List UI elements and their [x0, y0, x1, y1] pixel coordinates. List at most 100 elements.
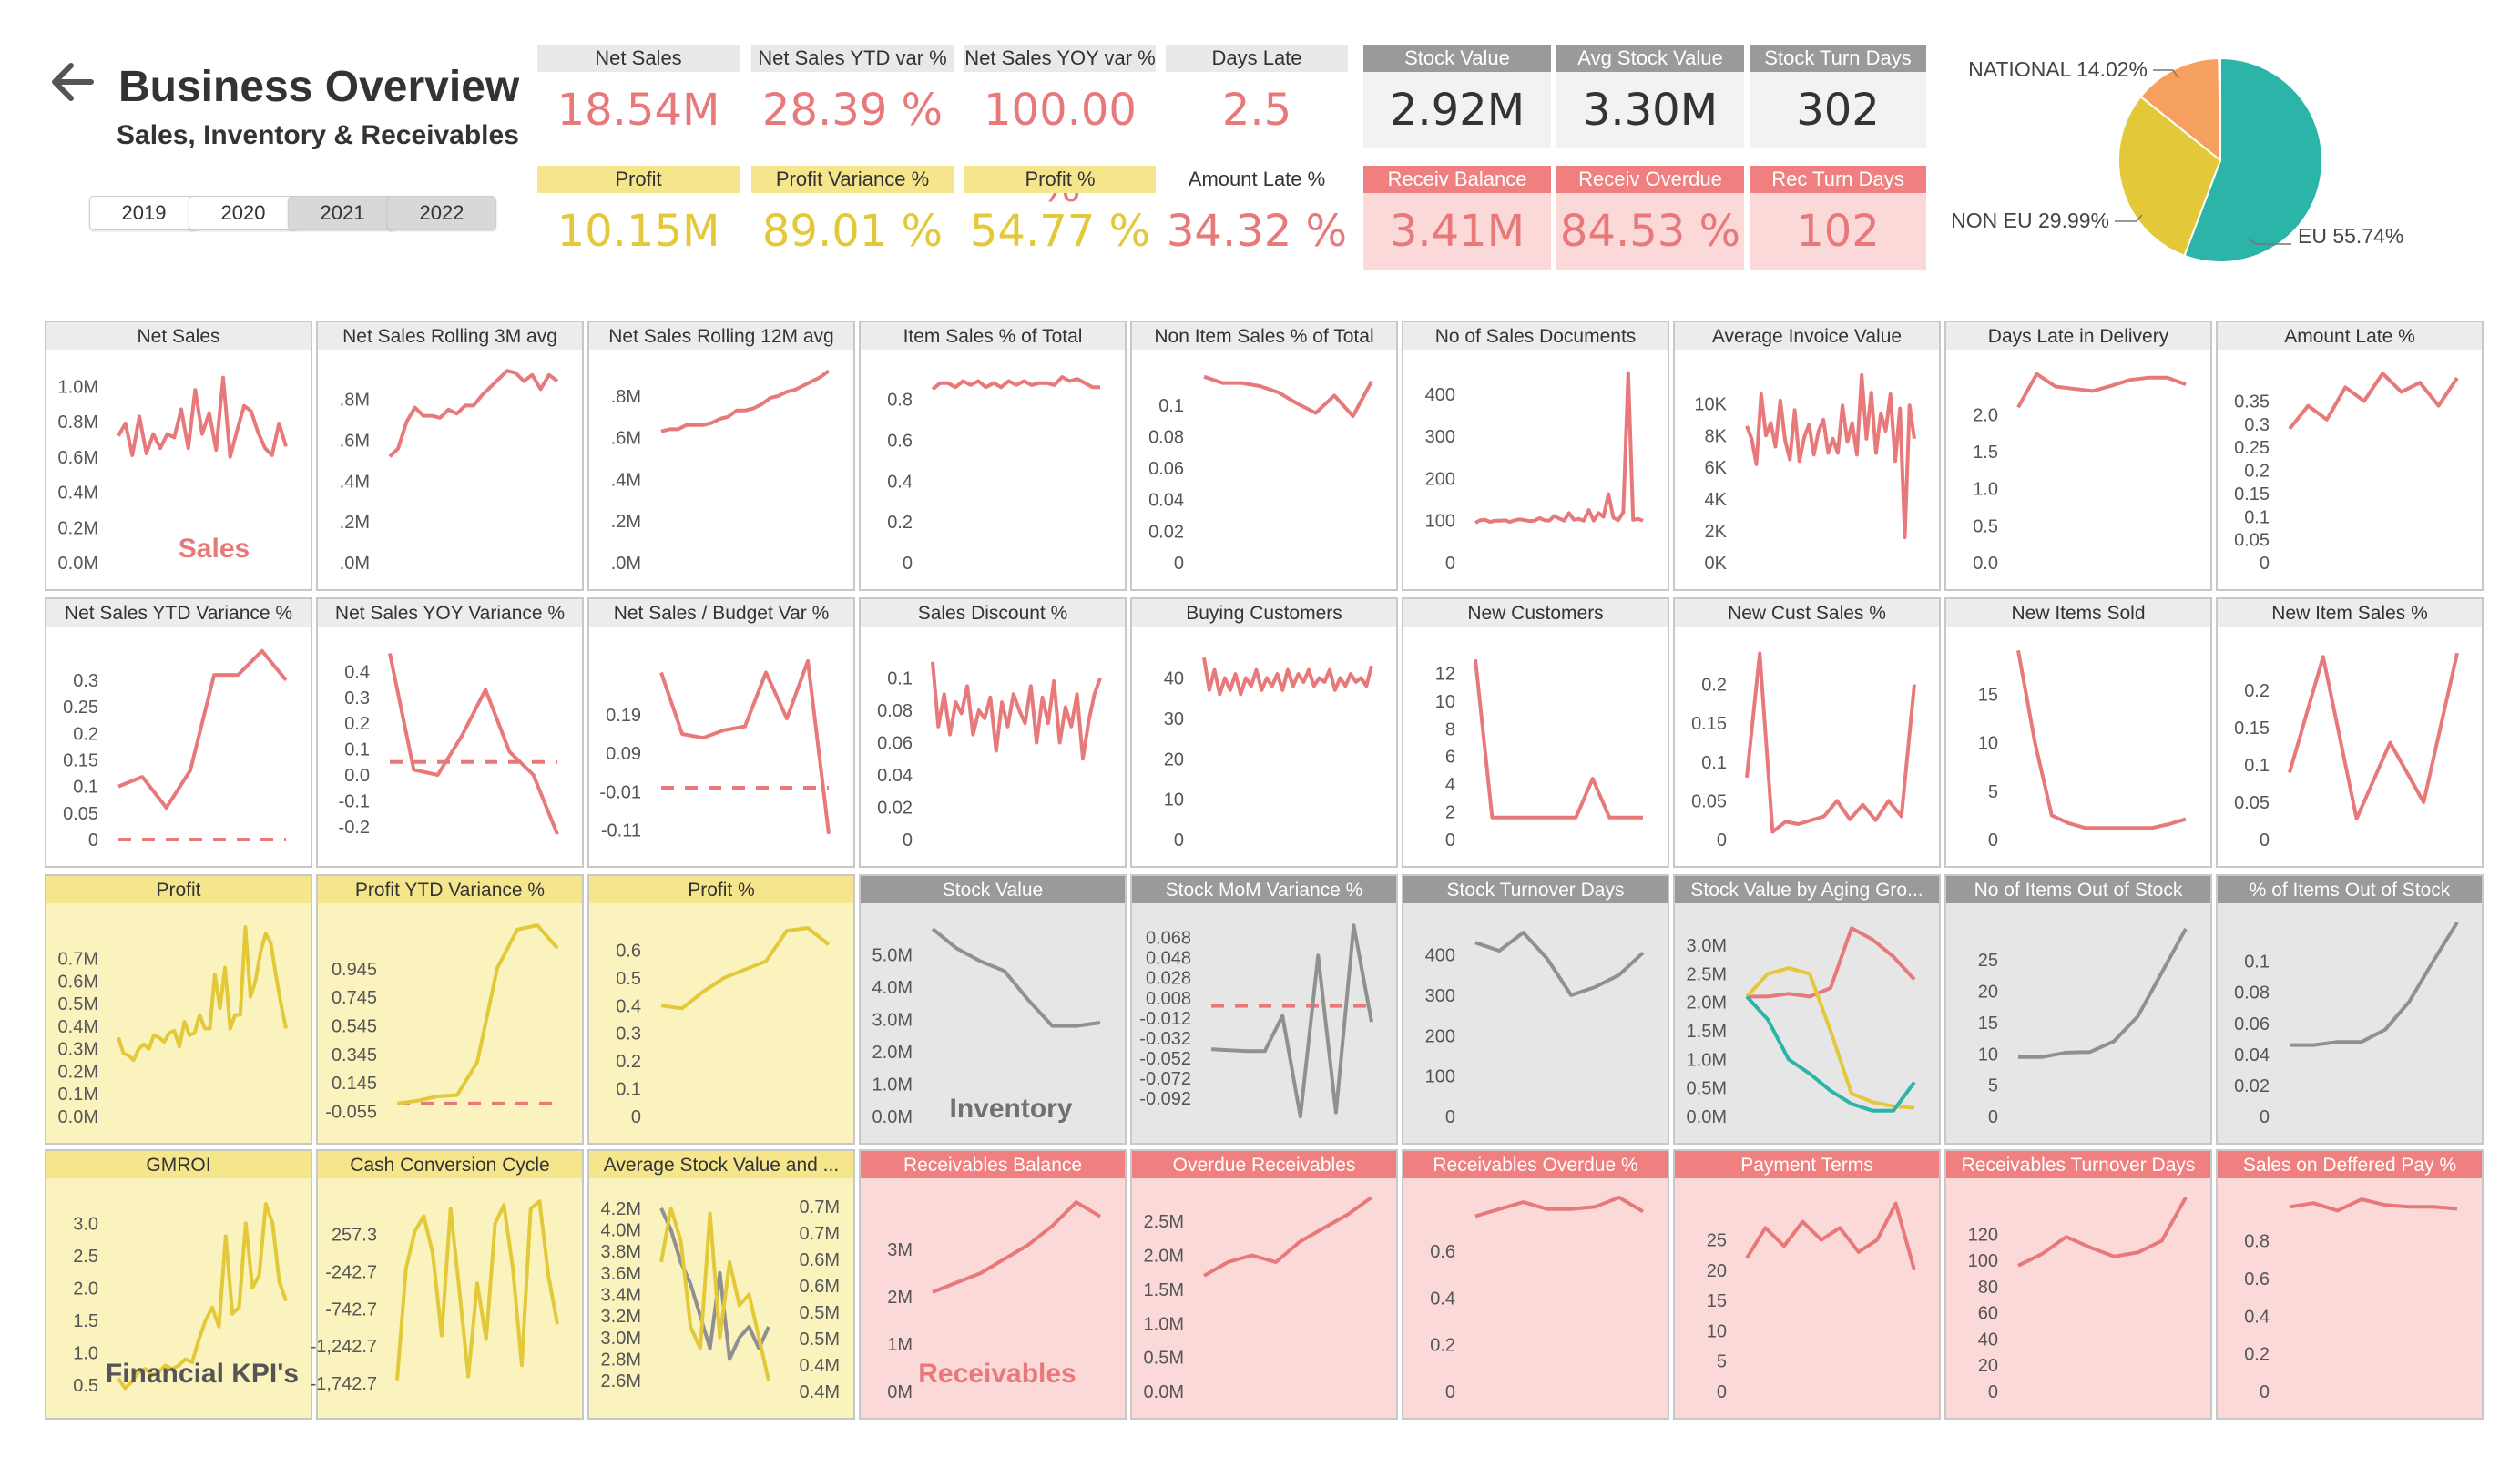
y-tick-label: 0.05: [1691, 791, 1727, 811]
y-tick-label: 0M: [887, 1382, 913, 1402]
series-line: [388, 653, 559, 836]
y-tick-label: 20: [1978, 983, 1998, 1003]
y-tick-label: 400: [1425, 946, 1455, 966]
chart-title: % of Items Out of Stock: [2250, 880, 2451, 901]
y-tick-label: 0.2M: [58, 518, 98, 538]
section-label-financial: Financial KPI's: [106, 1359, 299, 1389]
chart-panel: Net Sales Rolling 3M avg .8M .6M .4M .2M .0M: [316, 321, 584, 591]
chart-panel: Days Late in Delivery 2.0 1.5 1.0 0.5 0.0: [1944, 321, 2212, 591]
series-line: [1474, 658, 1643, 820]
y-tick-label: 0.0M: [1144, 1382, 1184, 1402]
y-tick-label: 0.6: [887, 431, 913, 451]
series-line: [2289, 1197, 2458, 1213]
y-tick-label: .4M: [340, 472, 370, 492]
chart-panel: No of Items Out of Stock 25 20 15 10 5 0: [1944, 874, 2212, 1145]
y-tick-label: 0.0: [344, 766, 370, 786]
y-tick-label: -0.2: [339, 818, 370, 838]
y-tick-label: 0.08: [877, 701, 913, 721]
year-button-2020[interactable]: 2020: [189, 196, 298, 230]
kpi-card: Net Sales YTD var % 28.39 %: [751, 45, 954, 148]
y-tick-label: 3.0M: [872, 1011, 913, 1031]
chart-title: New Item Sales %: [2271, 603, 2428, 624]
y-tick-label: 12: [1435, 664, 1455, 684]
y-tick-label: 5.0M: [872, 946, 913, 966]
chart-header: [46, 599, 311, 627]
chart-panel: New Item Sales % 0.2 0.15 0.1 0.05 0: [2216, 597, 2484, 868]
chart-frame: [1130, 1149, 1398, 1420]
series-line: [931, 375, 1100, 391]
chart-header: [2218, 599, 2482, 627]
y-tick-label: 0.2M: [58, 1062, 98, 1082]
chart-header: [1403, 322, 1668, 350]
y-tick-label: 2.0M: [1687, 993, 1727, 1014]
y-tick-label: 0.3M: [58, 1040, 98, 1060]
chart-frame: [859, 1149, 1127, 1420]
y-tick-label: 0.0: [1973, 554, 1998, 574]
y-tick-label: 0.15: [2234, 484, 2270, 504]
chart-title: New Items Sold: [2011, 603, 2145, 624]
y-tick-label: 300: [1425, 427, 1455, 447]
y-tick-label: 10: [1978, 734, 1998, 754]
chart-panel: Profit YTD Variance % 0.945 0.745 0.545 0.34…: [316, 874, 584, 1145]
chart-panel: New Cust Sales % 0.2 0.15 0.1 0.05 0: [1673, 597, 1941, 868]
chart-title: Stock Value: [943, 880, 1044, 901]
back-arrow-icon[interactable]: [46, 55, 100, 109]
chart-panel: Amount Late % 0.350.3 0.25 0.20.15 0.1 0.05 0: [2216, 321, 2484, 591]
y-tick-label: 4.0M: [601, 1221, 641, 1241]
y-tick-label: 0: [1717, 830, 1727, 851]
y-tick-label: 0.0M: [1687, 1107, 1727, 1127]
chart-panel: Payment Terms 25 20 15 10 5 0: [1673, 1149, 1941, 1420]
chart-title: No of Items Out of Stock: [1974, 880, 2183, 901]
y-tick-label: 6: [1445, 748, 1455, 768]
y-tick-label: 0.345: [332, 1045, 377, 1065]
chart-header: [318, 876, 582, 903]
y-tick-label: 3.0M: [601, 1329, 641, 1349]
y-tick-label: 0: [2260, 830, 2270, 851]
kpi-card: Profit Variance % 89.01 %: [751, 166, 954, 270]
y-tick-label: -0.032: [1139, 1029, 1191, 1049]
chart-title: Profit: [156, 880, 200, 901]
y-tick-label: 25: [1707, 1231, 1727, 1251]
chart-panel: Stock MoM Variance % 0.0680.0480.0280.008…: [1130, 874, 1398, 1145]
chart-header: [318, 322, 582, 350]
kpi-title: Net Sales YTD var %: [751, 45, 954, 72]
y-tick-label: 1.0: [73, 1343, 98, 1363]
y-tick-label: 0.25: [2234, 438, 2270, 458]
y-tick-label: 100: [1425, 512, 1455, 532]
y-tick-label: 4.0M: [872, 978, 913, 998]
y-tick-label: 3.2M: [601, 1307, 641, 1327]
series-line: [659, 1206, 770, 1381]
y-tick-label: 0.5M: [1687, 1079, 1727, 1099]
series-line: [2018, 927, 2188, 1059]
y-tick-label: 0.4M: [58, 1017, 98, 1037]
chart-title: Stock MoM Variance %: [1166, 880, 1363, 901]
chart-frame: [1402, 874, 1669, 1145]
y2-tick-label: 0.6M: [800, 1277, 840, 1297]
pie-leader-line: [2247, 238, 2291, 245]
kpi-card: Days Late 2.5: [1166, 45, 1348, 148]
chart-frame: [45, 597, 312, 868]
y-tick-label: 0.05: [2234, 531, 2270, 551]
y-tick-label: 0.5M: [58, 994, 98, 1014]
y-tick-label: 0.4: [1430, 1289, 1455, 1309]
y-tick-label: 2.5M: [1687, 964, 1727, 984]
chart-title: Profit YTD Variance %: [355, 880, 545, 901]
y-tick-label: 2.0: [1973, 405, 1998, 425]
year-button-2019[interactable]: 2019: [89, 196, 199, 230]
y-tick-label: 4K: [1705, 490, 1728, 510]
y-tick-label: 0.6M: [58, 972, 98, 992]
page-title: Business Overview: [118, 63, 520, 111]
chart-header: [861, 322, 1125, 350]
year-button-2022[interactable]: 2022: [387, 196, 496, 230]
series-line: [396, 923, 559, 1105]
y-tick-label: 0.08: [2234, 983, 2270, 1004]
chart-title: GMROI: [146, 1155, 210, 1176]
y-tick-label: 3.4M: [601, 1286, 641, 1306]
series-line: [931, 927, 1101, 1028]
y-tick-label: 200: [1425, 1026, 1455, 1046]
year-button-2021[interactable]: 2021: [288, 196, 397, 230]
y-tick-label: 0.0M: [872, 1107, 913, 1127]
y-tick-label: 0.7M: [58, 950, 98, 970]
y-tick-label: 0.6: [616, 941, 641, 961]
series-line: [1210, 923, 1373, 1118]
